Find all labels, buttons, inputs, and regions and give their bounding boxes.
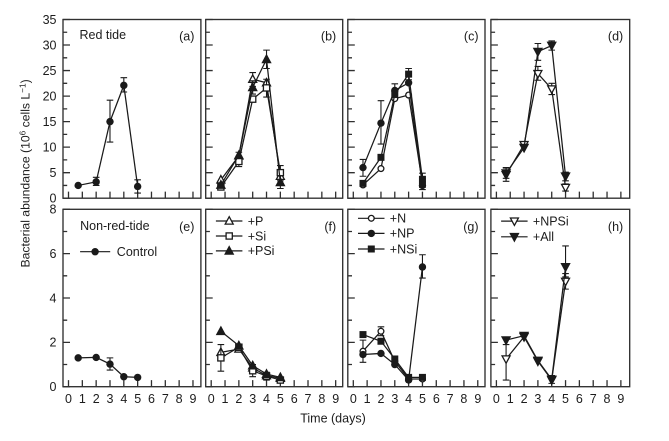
svg-text:0: 0 — [208, 392, 215, 406]
svg-text:4: 4 — [263, 392, 270, 406]
svg-text:6: 6 — [433, 392, 440, 406]
svg-text:9: 9 — [474, 392, 481, 406]
svg-text:+Si: +Si — [248, 229, 266, 243]
svg-text:6: 6 — [50, 247, 57, 261]
svg-text:8: 8 — [318, 392, 325, 406]
svg-text:8: 8 — [176, 392, 183, 406]
svg-text:8: 8 — [604, 392, 611, 406]
svg-text:20: 20 — [43, 89, 57, 103]
svg-text:5: 5 — [277, 392, 284, 406]
svg-text:3: 3 — [249, 392, 256, 406]
svg-text:+All: +All — [533, 230, 554, 244]
svg-text:5: 5 — [562, 392, 569, 406]
svg-text:(d): (d) — [608, 30, 623, 44]
svg-text:9: 9 — [190, 392, 197, 406]
svg-text:4: 4 — [405, 392, 412, 406]
svg-text:Time (days): Time (days) — [300, 411, 366, 425]
svg-text:+PSi: +PSi — [248, 244, 275, 258]
svg-text:+NP: +NP — [390, 227, 415, 241]
svg-text:8: 8 — [460, 392, 467, 406]
svg-text:0: 0 — [50, 380, 57, 394]
svg-text:5: 5 — [134, 392, 141, 406]
svg-text:35: 35 — [43, 13, 57, 27]
svg-text:6: 6 — [291, 392, 298, 406]
svg-text:Bacterial abundance (106 cells: Bacterial abundance (106 cells L−1) — [17, 79, 32, 267]
svg-text:+N: +N — [390, 212, 406, 226]
svg-text:+NPSi: +NPSi — [533, 214, 569, 228]
svg-text:2: 2 — [50, 336, 57, 350]
svg-text:+P: +P — [248, 214, 264, 228]
svg-text:5: 5 — [419, 392, 426, 406]
svg-text:0: 0 — [350, 392, 357, 406]
svg-text:(c): (c) — [464, 30, 479, 44]
svg-text:9: 9 — [332, 392, 339, 406]
svg-text:7: 7 — [590, 392, 597, 406]
svg-text:4: 4 — [50, 291, 57, 305]
svg-text:(f): (f) — [324, 220, 336, 234]
svg-text:(b): (b) — [321, 30, 336, 44]
svg-text:+NSi: +NSi — [390, 242, 417, 256]
svg-text:1: 1 — [507, 392, 514, 406]
svg-text:2: 2 — [93, 392, 100, 406]
svg-text:7: 7 — [305, 392, 312, 406]
svg-text:6: 6 — [576, 392, 583, 406]
svg-text:Red tide: Red tide — [80, 28, 127, 42]
svg-text:1: 1 — [222, 392, 229, 406]
svg-text:0: 0 — [493, 392, 500, 406]
svg-text:25: 25 — [43, 64, 57, 78]
svg-text:8: 8 — [50, 203, 57, 217]
svg-text:9: 9 — [617, 392, 624, 406]
svg-text:2: 2 — [521, 392, 528, 406]
svg-text:4: 4 — [120, 392, 127, 406]
svg-text:3: 3 — [391, 392, 398, 406]
svg-text:10: 10 — [43, 140, 57, 154]
svg-text:7: 7 — [447, 392, 454, 406]
svg-text:2: 2 — [378, 392, 385, 406]
svg-text:1: 1 — [79, 392, 86, 406]
svg-text:4: 4 — [548, 392, 555, 406]
svg-text:Control: Control — [117, 245, 157, 259]
svg-text:(g): (g) — [463, 220, 478, 234]
svg-text:6: 6 — [148, 392, 155, 406]
svg-text:0: 0 — [65, 392, 72, 406]
svg-text:1: 1 — [364, 392, 371, 406]
svg-text:(a): (a) — [179, 30, 194, 44]
svg-text:0: 0 — [50, 192, 57, 206]
svg-text:(e): (e) — [179, 220, 194, 234]
svg-text:(h): (h) — [608, 220, 623, 234]
svg-text:Non-red-tide: Non-red-tide — [80, 219, 150, 233]
svg-text:5: 5 — [50, 166, 57, 180]
svg-text:30: 30 — [43, 38, 57, 52]
svg-text:15: 15 — [43, 115, 57, 129]
svg-text:2: 2 — [235, 392, 242, 406]
svg-text:7: 7 — [162, 392, 169, 406]
svg-text:3: 3 — [534, 392, 541, 406]
svg-text:3: 3 — [107, 392, 114, 406]
